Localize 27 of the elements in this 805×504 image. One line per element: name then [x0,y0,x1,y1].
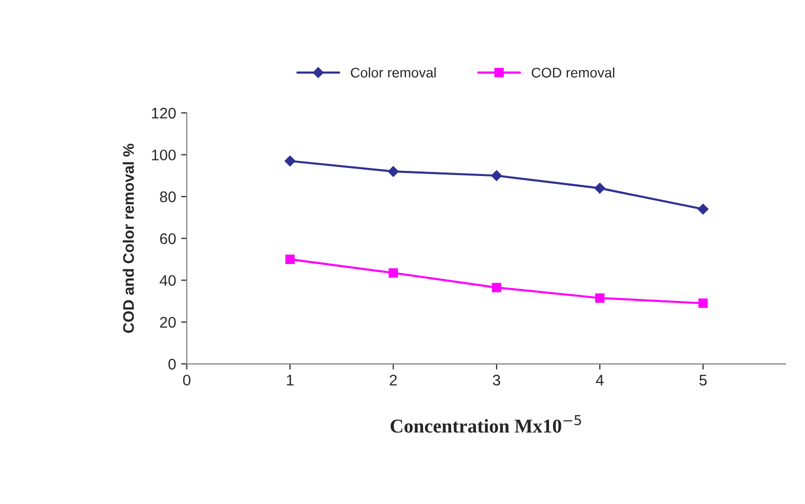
x-tick-label: 4 [596,374,604,386]
point [698,204,708,215]
legend-label: Color removal [350,67,436,78]
point [388,268,398,278]
point [595,293,604,303]
x-tick-label: 3 [492,374,500,386]
point [284,156,296,166]
y-axis-title: COD and Color removal % [122,144,134,333]
point [492,282,502,292]
y-tick-label: 100 [152,150,176,160]
point [698,298,708,308]
x-tick-label: 0 [183,374,190,386]
point [388,166,399,177]
y-tick-label: 60 [160,233,176,244]
x-tick-label: 5 [699,374,707,386]
y-tick-label: 40 [160,275,176,286]
y-tick-label: 20 [160,316,176,328]
y-tick-label: 80 [160,191,176,202]
point [594,182,606,194]
legend-label: COD removal [532,67,614,78]
x-axis-title: Concentration Mx10$^{−5}$ [390,415,582,433]
x-tick-label: 1 [286,374,294,386]
y-tick-label: 120 [152,108,176,119]
y-tick-label: 0 [168,358,176,370]
x-tick-label: 2 [390,374,397,386]
point [491,170,502,182]
point [285,254,295,264]
